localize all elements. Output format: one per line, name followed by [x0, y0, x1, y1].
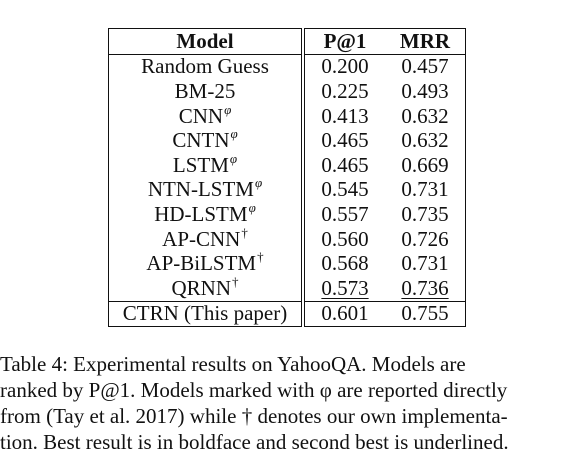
mrr-cell: 0.731 [401, 251, 449, 276]
p1-cell: 0.557 [321, 201, 369, 226]
table-row: NTN-LSTMφ 0.545 0.731 [108, 175, 466, 203]
table-row: LSTMφ 0.465 0.669 [108, 150, 466, 178]
phi-marker: φ [230, 126, 238, 142]
p1-cell-second-best: 0.573 [303, 276, 385, 301]
model-cell: CNNφ [108, 101, 305, 129]
mrr-cell: 0.632 [401, 103, 449, 128]
table-row: CNNφ 0.413 0.632 [108, 101, 466, 129]
table-header-row: Model P@1 MRR [108, 28, 466, 55]
mrr-cell: 0.632 [401, 128, 449, 153]
table-row: Random Guess 0.200 0.457 [108, 54, 466, 80]
results-table: Model P@1 MRR Random Guess 0.200 0.457 B… [108, 28, 466, 328]
p1-cell: 0.465 [321, 128, 369, 153]
model-cell: CNTNφ [108, 126, 305, 153]
dagger-marker: † [257, 249, 264, 265]
second-best-value: 0.573 [321, 275, 369, 300]
model-cell: LSTMφ [108, 150, 305, 178]
model-name: HD-LSTM [154, 201, 248, 226]
results-table-container: Model P@1 MRR Random Guess 0.200 0.457 B… [108, 28, 466, 328]
header-model: Model [108, 28, 305, 55]
phi-marker: φ [229, 150, 238, 166]
table-row: BM-25 0.225 0.493 [108, 78, 466, 104]
p1-cell: 0.545 [321, 177, 369, 202]
model-cell: BM-25 [108, 78, 305, 104]
header-mrr: MRR [385, 28, 466, 55]
table-row: HD-LSTMφ 0.557 0.735 [108, 199, 466, 227]
caption-line: Table 4: Experimental results on YahooQA… [0, 352, 466, 376]
header-p1: P@1 [303, 28, 385, 55]
mrr-cell: 0.493 [401, 78, 449, 103]
phi-marker: φ [248, 199, 256, 215]
p1-cell: 0.413 [321, 103, 369, 128]
table-row-ctrn: CTRN (This paper) 0.601 0.755 [108, 300, 466, 327]
mrr-cell: 0.731 [401, 177, 449, 202]
model-cell: Random Guess [108, 54, 305, 80]
p1-cell: 0.225 [321, 78, 369, 103]
model-name: LSTM [172, 152, 229, 177]
p1-cell: 0.465 [321, 152, 369, 177]
phi-marker: φ [254, 175, 263, 191]
phi-marker: φ [224, 101, 232, 117]
mrr-cell: 0.735 [401, 201, 449, 226]
table-row: AP-BiLSTM† 0.568 0.731 [108, 249, 466, 276]
mrr-cell: 0.669 [401, 152, 449, 177]
model-name: CNTN [172, 128, 230, 153]
mrr-cell-second-best: 0.736 [385, 276, 466, 301]
caption-line: tion. Best result is in boldface and sec… [0, 430, 509, 454]
caption-line: from (Tay et al. 2017) while † denotes o… [0, 404, 508, 428]
mrr-cell-best: 0.755 [385, 300, 466, 327]
model-name: BM-25 [174, 78, 236, 103]
table-row: AP-CNN† 0.560 0.726 [108, 224, 466, 252]
table-caption: Table 4: Experimental results on YahooQA… [0, 351, 575, 455]
p1-cell: 0.560 [321, 226, 369, 251]
table-row: CNTNφ 0.465 0.632 [108, 126, 466, 153]
model-name: AP-BiLSTM [146, 251, 257, 276]
p1-cell: 0.568 [321, 251, 369, 276]
table-row: QRNN† 0.573 0.736 [108, 273, 466, 302]
dagger-marker: † [232, 273, 239, 289]
model-cell: AP-BiLSTM† [108, 249, 305, 276]
model-cell: HD-LSTMφ [108, 199, 305, 227]
model-name: NTN-LSTM [147, 177, 254, 202]
model-name: QRNN [171, 275, 231, 300]
model-name: AP-CNN [162, 226, 241, 251]
model-cell: CTRN (This paper) [108, 300, 305, 327]
dagger-marker: † [241, 224, 248, 240]
model-cell: NTN-LSTMφ [108, 175, 305, 203]
model-cell: AP-CNN† [108, 224, 305, 252]
caption-line: ranked by P@1. Models marked with φ are … [0, 378, 508, 402]
model-cell: QRNN† [108, 273, 305, 302]
p1-cell: 0.200 [321, 54, 369, 79]
second-best-value: 0.736 [401, 275, 449, 300]
model-name: Random Guess [141, 54, 269, 79]
model-name: CNN [178, 103, 224, 128]
mrr-cell: 0.457 [401, 54, 449, 79]
p1-cell-best: 0.601 [303, 300, 385, 327]
mrr-cell: 0.726 [401, 226, 449, 251]
